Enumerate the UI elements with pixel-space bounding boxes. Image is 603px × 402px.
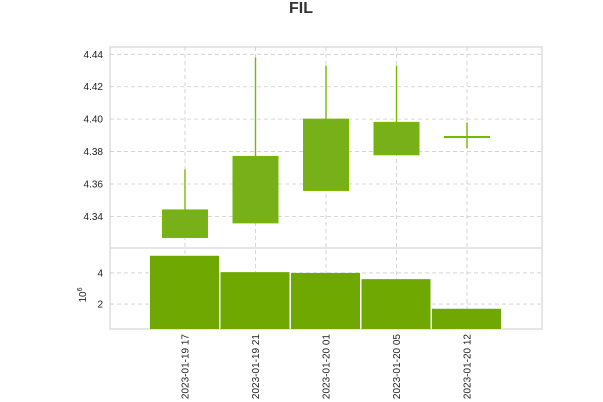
candle-body <box>162 209 208 238</box>
volume-layer <box>150 255 501 329</box>
x-tick-label: 2023-01-20 12 <box>463 334 474 399</box>
price-tick-label: 4.42 <box>84 82 104 93</box>
price-tick-label: 4.34 <box>84 212 104 223</box>
candle <box>444 122 490 149</box>
x-tick-label: 2023-01-20 01 <box>322 334 333 399</box>
price-tick-label: 4.40 <box>84 115 104 126</box>
candle <box>303 65 349 191</box>
candle <box>373 65 420 156</box>
x-tick-label: 2023-01-19 17 <box>181 334 192 399</box>
volume-bar <box>361 279 431 329</box>
volume-bar <box>150 255 219 329</box>
candle-body <box>373 121 420 156</box>
axis-layer: 4.34 4.36 4.38 4.40 4.42 4.44 2 4 2023-01-19 17 2… <box>84 50 474 399</box>
price-tick-label: 4.38 <box>84 147 104 158</box>
x-tick-label: 2023-01-20 05 <box>392 334 403 399</box>
volume-tick-label: 4 <box>97 268 103 279</box>
volume-tick-label: 2 <box>97 300 103 311</box>
volume-scale-label: 106 <box>77 287 89 302</box>
price-tick-label: 4.44 <box>84 50 104 61</box>
x-tick-label: 2023-01-19 21 <box>251 334 262 399</box>
candle-layer <box>162 57 490 238</box>
volume-bar <box>432 308 501 329</box>
candle-body <box>303 118 349 191</box>
chart-title: FIL <box>289 0 313 17</box>
price-tick-label: 4.36 <box>84 179 104 190</box>
candle <box>232 57 279 224</box>
volume-bar <box>220 272 290 329</box>
candle-body <box>232 155 279 224</box>
volume-bar <box>291 272 360 329</box>
candle <box>162 169 208 238</box>
